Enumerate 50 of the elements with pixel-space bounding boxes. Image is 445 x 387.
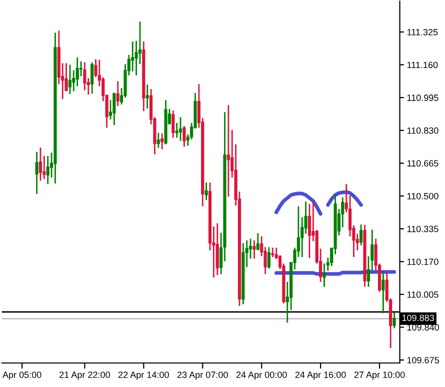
candlestick (322, 262, 326, 288)
candlestick (146, 84, 149, 110)
candlestick (83, 62, 86, 91)
line-series (326, 190, 363, 207)
candlestick (271, 246, 274, 258)
x-tick-label: 24 Apr 00:00 (236, 372, 287, 380)
y-tick-label: 109.840 (407, 324, 440, 331)
y-tick-label: 110.170 (407, 258, 438, 265)
y-tick-label: 110.665 (407, 160, 438, 167)
candlestick (360, 224, 363, 246)
y-tick-label: 109.675 (407, 356, 439, 364)
x-tick-label: 23 Apr 07:00 (177, 372, 228, 380)
y-tick-label: 110.995 (407, 94, 438, 101)
candlestick (160, 132, 164, 150)
candlestick (182, 125, 186, 148)
candlestick (172, 110, 175, 138)
candlestick (308, 203, 312, 259)
candlestick (382, 270, 385, 314)
ref-line-label: 109.883 (402, 314, 434, 322)
candlestick (392, 312, 396, 329)
candlestick (76, 56, 79, 87)
y-tick-label: 110.005 (407, 291, 438, 298)
candlestick (79, 60, 83, 78)
y-tick-label: 111.160 (407, 62, 438, 68)
candlestick (131, 40, 134, 72)
candlestick (46, 155, 50, 185)
candlestick (226, 104, 230, 198)
candlestick (216, 222, 219, 276)
y-tick-label: 110.500 (407, 192, 438, 200)
y-tick-label: 110.830 (407, 127, 438, 134)
x-tick-label: 22 Apr 14:00 (118, 372, 169, 380)
candlestick (178, 116, 182, 142)
candlestick (112, 92, 116, 126)
candlestick (204, 182, 208, 201)
candlestick (256, 232, 260, 251)
candlestick (252, 240, 256, 260)
candlestick (35, 151, 38, 195)
x-tick-label: 24 Apr 16:00 (295, 372, 346, 380)
x-tick-label: Apr 05:00 (2, 372, 42, 380)
candlestick (38, 146, 42, 182)
candlestick (68, 64, 72, 95)
y-tick-label: 110.335 (407, 226, 438, 232)
x-tick-label: 21 Apr 22:00 (60, 372, 110, 380)
candlestick (116, 80, 120, 107)
x-tick-label: 27 Apr 10:00 (354, 372, 405, 380)
line-series (274, 192, 322, 216)
candlestick (90, 62, 94, 94)
y-tick-label: 111.325 (407, 28, 438, 36)
candlestick (156, 132, 160, 148)
candlestick (267, 246, 271, 270)
